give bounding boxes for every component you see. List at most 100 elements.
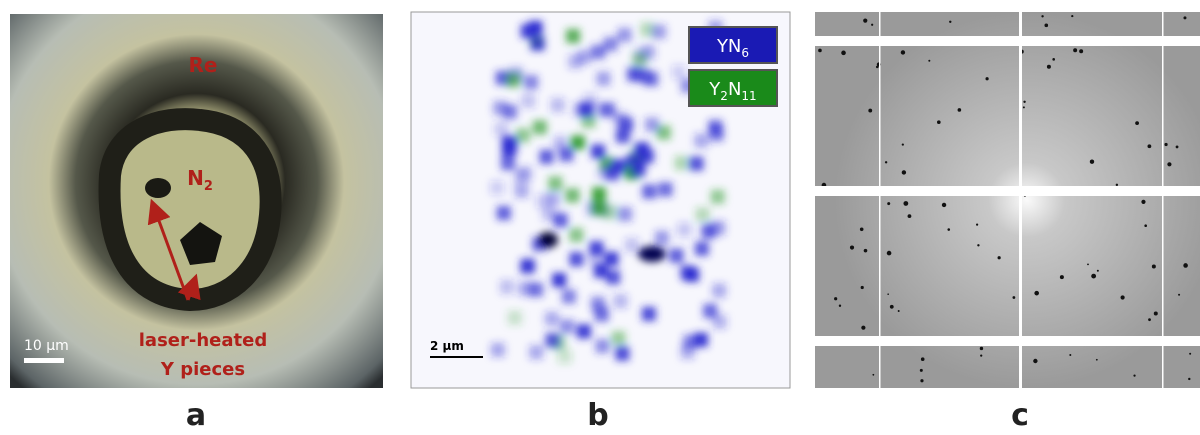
- pixel: [603, 37, 618, 52]
- pixel: [591, 187, 606, 202]
- pixel: [658, 182, 673, 197]
- arrow: [177, 273, 201, 301]
- pixel: [552, 272, 567, 287]
- detector-gap: [1019, 12, 1022, 388]
- pixel: [712, 283, 727, 298]
- scale-bar: [430, 356, 483, 358]
- spot: [1069, 354, 1072, 357]
- pixel: [490, 342, 505, 357]
- label: N2: [187, 166, 213, 194]
- pixel: [645, 117, 660, 132]
- spot: [900, 50, 906, 55]
- pixel: [654, 230, 669, 245]
- spot: [947, 228, 951, 231]
- spot: [887, 293, 889, 295]
- spot: [1095, 358, 1098, 361]
- spot: [949, 20, 952, 23]
- y-piece: [180, 222, 222, 265]
- pixel: [595, 339, 610, 354]
- pixel: [703, 303, 718, 318]
- scale-text: 10 μm: [24, 338, 69, 354]
- pixel: [669, 248, 684, 263]
- spot: [903, 201, 909, 206]
- spot: [1188, 377, 1191, 381]
- spot: [957, 108, 962, 112]
- spot: [1164, 142, 1168, 147]
- pixel: [710, 189, 725, 204]
- panel-label: b: [587, 398, 608, 430]
- spot: [897, 309, 900, 312]
- spot: [1071, 14, 1074, 18]
- label-sub: 2: [204, 179, 213, 194]
- spot: [1183, 16, 1187, 20]
- spot: [1115, 183, 1119, 187]
- spot: [1189, 352, 1192, 355]
- detector-gap: [815, 336, 1200, 346]
- spot: [1141, 199, 1146, 204]
- pixel: [708, 120, 723, 135]
- legend-box: [688, 26, 778, 64]
- label-text: N: [187, 166, 204, 190]
- spot: [849, 245, 855, 250]
- pixel: [683, 334, 698, 349]
- pixel: [499, 279, 514, 294]
- sample-chamber: [98, 108, 282, 312]
- pixel: [615, 129, 630, 144]
- pixel: [506, 73, 521, 88]
- legend-sub: 6: [741, 46, 749, 60]
- pixel: [674, 155, 689, 170]
- panel-a: Re N2 laser-heated Y pieces 10 μm a: [10, 14, 383, 433]
- spot: [1135, 121, 1139, 126]
- spot: [1079, 49, 1084, 54]
- spot: [941, 202, 947, 208]
- pixel: [677, 222, 692, 237]
- pixel: [591, 44, 606, 59]
- pixel: [617, 207, 632, 222]
- pixel: [641, 306, 656, 321]
- spot: [889, 304, 894, 309]
- spot: [1148, 318, 1151, 322]
- detector-gap: [879, 12, 881, 388]
- spot: [861, 325, 866, 330]
- spot: [1120, 295, 1125, 300]
- spot: [920, 379, 924, 383]
- spot: [1167, 162, 1172, 167]
- spot: [1089, 159, 1095, 164]
- pixel: [689, 156, 704, 171]
- pixel: [513, 169, 528, 184]
- scale-bar: [24, 358, 64, 363]
- pixel: [712, 314, 727, 329]
- pixel: [671, 65, 686, 80]
- pixel: [619, 117, 634, 132]
- pixel: [572, 102, 587, 117]
- pixel: [682, 266, 697, 281]
- detector-gap: [1162, 12, 1164, 388]
- spot: [1052, 58, 1055, 61]
- spot: [818, 48, 822, 53]
- spot: [872, 373, 875, 376]
- pixel: [538, 232, 558, 248]
- pixel: [624, 238, 639, 253]
- pixel: [640, 22, 655, 37]
- legend-sub: 2: [720, 89, 728, 103]
- spot: [1044, 23, 1049, 28]
- spot: [1022, 106, 1025, 109]
- spot: [1151, 264, 1156, 269]
- pixel: [507, 310, 522, 325]
- pixel: [591, 201, 606, 216]
- pixel: [635, 68, 650, 83]
- pixel: [611, 331, 626, 346]
- pixel: [617, 27, 632, 42]
- spot: [977, 244, 980, 247]
- pixel: [545, 192, 560, 207]
- pixel: [524, 75, 539, 90]
- spot: [859, 227, 864, 232]
- detector-gap: [815, 36, 1200, 46]
- pixel: [604, 251, 619, 266]
- pixel: [581, 113, 596, 128]
- pixel: [501, 136, 516, 151]
- pixel: [652, 24, 667, 39]
- diffraction-image: [815, 12, 1200, 388]
- spot: [1033, 358, 1038, 364]
- spot: [920, 357, 925, 361]
